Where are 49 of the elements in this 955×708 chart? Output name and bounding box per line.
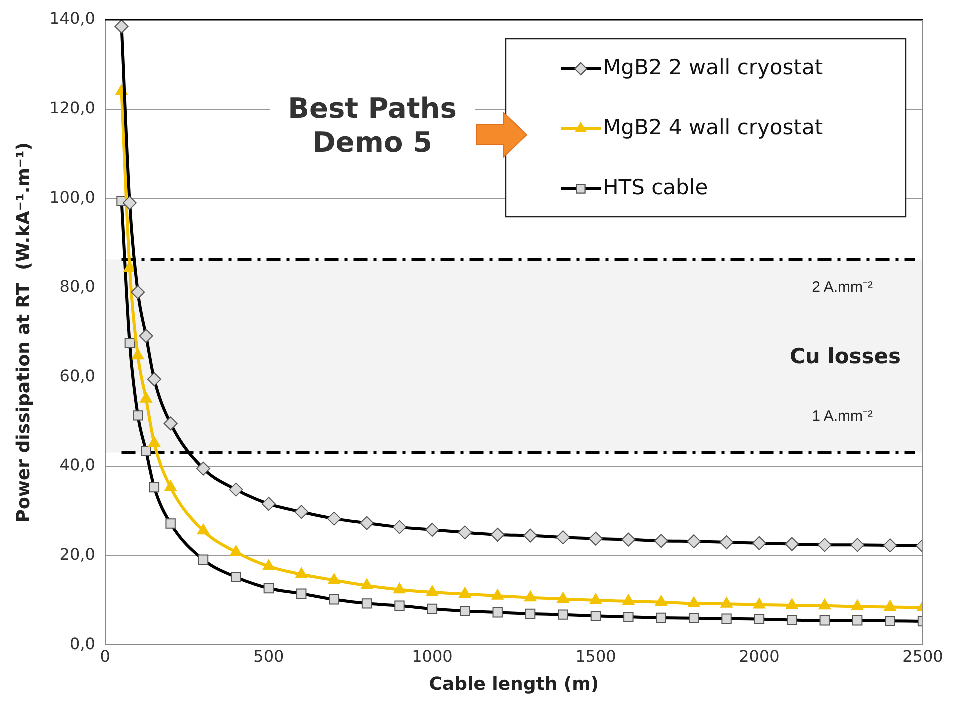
point bbox=[426, 586, 439, 596]
point bbox=[786, 598, 798, 610]
legend-label: HTS cable bbox=[603, 175, 708, 200]
point bbox=[148, 436, 161, 448]
point bbox=[262, 560, 276, 570]
point bbox=[360, 578, 374, 590]
y-tick-label: 40,0 bbox=[60, 456, 96, 475]
y-axis-title: Power dissipation at RT (W.kA⁻¹.m⁻¹) bbox=[13, 142, 34, 523]
y-tick-label: 0,0 bbox=[70, 634, 96, 654]
point bbox=[884, 600, 896, 611]
y-tick-label: 60,0 bbox=[60, 366, 96, 386]
point bbox=[459, 587, 472, 598]
point bbox=[140, 392, 152, 403]
y-tick-label: 80,0 bbox=[60, 277, 96, 296]
point bbox=[197, 524, 210, 535]
point bbox=[230, 545, 242, 556]
point bbox=[524, 590, 537, 602]
y-tick-label: 120,0 bbox=[50, 98, 96, 118]
ref-line-label: 2 A.mm⁻² bbox=[812, 278, 873, 296]
x-axis-title: Cable length (m) bbox=[429, 674, 600, 695]
point bbox=[851, 600, 864, 611]
point bbox=[296, 568, 308, 578]
band-label: Cu losses bbox=[790, 344, 901, 369]
y-tick-label: 100,0 bbox=[50, 188, 96, 207]
legend-label: MgB2 4 wall cryostat bbox=[603, 115, 824, 140]
point bbox=[688, 596, 700, 608]
x-tick-label: 2000 bbox=[739, 646, 780, 666]
point bbox=[328, 573, 340, 584]
point bbox=[557, 592, 570, 603]
point bbox=[622, 594, 635, 606]
x-tick-label: 1000 bbox=[412, 646, 453, 666]
x-tick-label: 500 bbox=[254, 646, 284, 666]
annotation: Best Paths Demo 5 bbox=[270, 92, 475, 160]
point bbox=[655, 595, 668, 606]
x-tick-label: 2500 bbox=[902, 646, 944, 666]
point bbox=[164, 480, 177, 492]
point bbox=[818, 598, 832, 610]
point bbox=[394, 582, 406, 594]
y-tick-label: 20,0 bbox=[60, 545, 96, 564]
x-tick-label: 1500 bbox=[576, 646, 616, 666]
point bbox=[132, 348, 144, 360]
ref-line-label: 1 A.mm⁻² bbox=[812, 408, 873, 425]
point bbox=[492, 589, 504, 600]
legend-label: MgB2 2 wall cryostat bbox=[603, 55, 824, 80]
y-tick-label: 140,0 bbox=[50, 9, 96, 28]
point bbox=[590, 594, 602, 604]
point bbox=[720, 597, 733, 608]
x-tick-label: 0 bbox=[100, 646, 110, 666]
point bbox=[753, 598, 766, 609]
